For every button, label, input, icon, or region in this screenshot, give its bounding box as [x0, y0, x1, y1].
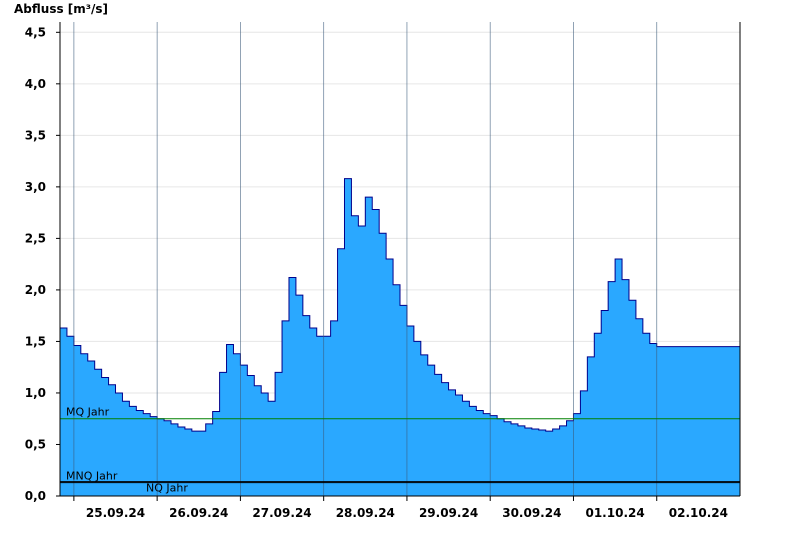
- reference-lines: MQ Jahr MNQ Jahr NQ Jahr: [60, 406, 740, 495]
- y-tick-label: 0,0: [25, 489, 46, 503]
- y-tick-label: 4,0: [25, 77, 46, 91]
- y-tick-label: 3,0: [25, 180, 46, 194]
- y-tick-label: 1,0: [25, 386, 46, 400]
- x-tick-label: 26.09.24: [169, 506, 228, 520]
- discharge-area-fill: [60, 178, 740, 496]
- x-tick-label: 01.10.24: [585, 506, 644, 520]
- x-tick-label: 30.09.24: [502, 506, 561, 520]
- x-tick-label: 28.09.24: [336, 506, 395, 520]
- y-tick-label: 4,5: [25, 25, 46, 39]
- x-tick-label: 27.09.24: [252, 506, 311, 520]
- y-tick-label: 2,0: [25, 283, 46, 297]
- reference-label-nq: NQ Jahr: [146, 482, 188, 495]
- x-tick-label: 02.10.24: [669, 506, 728, 520]
- y-axis-label: Abfluss [m³/s]: [14, 2, 108, 16]
- y-tick-label: 1,5: [25, 334, 46, 348]
- axes: 0,0 0,5 1,0 1,5 2,0 2,5 3,0 3,5 4,0 4,5 25.09.24 26…: [25, 22, 741, 520]
- y-tick-label: 2,5: [25, 231, 46, 245]
- x-tick-label: 29.09.24: [419, 506, 478, 520]
- y-tick-label: 3,5: [25, 128, 46, 142]
- grid: [60, 31, 740, 445]
- discharge-area-series: [60, 178, 740, 496]
- reference-label-mq: MQ Jahr: [66, 406, 110, 419]
- y-tick-label: 0,5: [25, 437, 46, 451]
- reference-label-mnq: MNQ Jahr: [66, 470, 118, 483]
- x-tick-label: 25.09.24: [86, 506, 145, 520]
- discharge-line: [60, 178, 740, 432]
- day-divider-lines: [73, 22, 658, 496]
